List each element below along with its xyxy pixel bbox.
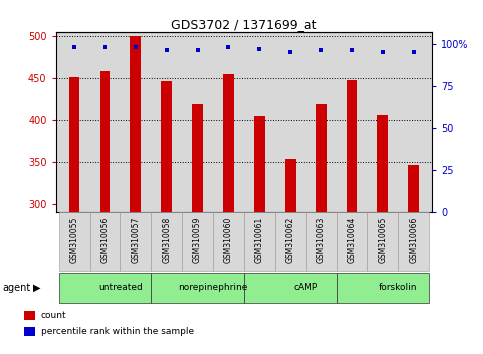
Point xyxy=(348,47,356,53)
Bar xyxy=(244,212,275,271)
Point xyxy=(410,49,418,55)
Text: forskolin: forskolin xyxy=(379,283,418,292)
Point xyxy=(163,47,170,53)
Bar xyxy=(161,81,172,212)
Title: GDS3702 / 1371699_at: GDS3702 / 1371699_at xyxy=(171,18,317,31)
Bar xyxy=(58,212,89,271)
Bar xyxy=(223,74,234,212)
Point xyxy=(101,44,109,50)
Text: GSM310066: GSM310066 xyxy=(409,217,418,263)
Bar xyxy=(24,311,35,320)
Text: GSM310058: GSM310058 xyxy=(162,217,171,263)
Bar xyxy=(337,212,368,271)
Point xyxy=(70,44,78,50)
Text: GSM310063: GSM310063 xyxy=(317,217,326,263)
Text: GSM310062: GSM310062 xyxy=(286,217,295,263)
Bar xyxy=(58,273,151,303)
Text: agent: agent xyxy=(2,282,30,293)
Bar xyxy=(337,273,429,303)
Text: GSM310061: GSM310061 xyxy=(255,217,264,263)
Text: GSM310056: GSM310056 xyxy=(100,217,110,263)
Bar xyxy=(213,212,244,271)
Text: cAMP: cAMP xyxy=(294,283,318,292)
Bar xyxy=(408,165,419,212)
Bar xyxy=(306,212,337,271)
Text: GSM310055: GSM310055 xyxy=(70,217,79,263)
Text: percentile rank within the sample: percentile rank within the sample xyxy=(41,327,194,336)
Bar xyxy=(316,104,327,212)
Bar xyxy=(89,212,120,271)
Text: GSM310057: GSM310057 xyxy=(131,217,141,263)
Text: GSM310059: GSM310059 xyxy=(193,217,202,263)
Point xyxy=(194,47,201,53)
Bar xyxy=(130,36,141,212)
Bar xyxy=(120,212,151,271)
Bar xyxy=(244,273,337,303)
Text: GSM310060: GSM310060 xyxy=(224,217,233,263)
Bar xyxy=(378,115,388,212)
Text: norepinephrine: norepinephrine xyxy=(178,283,248,292)
Point xyxy=(379,49,387,55)
Text: untreated: untreated xyxy=(98,283,143,292)
Point xyxy=(225,44,232,50)
Bar xyxy=(398,212,429,271)
Bar xyxy=(285,159,296,212)
Text: GSM310065: GSM310065 xyxy=(378,217,387,263)
Bar xyxy=(275,212,306,271)
Bar xyxy=(69,77,80,212)
Bar xyxy=(24,327,35,336)
Text: ▶: ▶ xyxy=(33,282,41,293)
Bar xyxy=(192,104,203,212)
Bar xyxy=(151,273,244,303)
Bar xyxy=(347,80,357,212)
Point xyxy=(317,47,325,53)
Text: GSM310064: GSM310064 xyxy=(347,217,356,263)
Text: count: count xyxy=(41,311,66,320)
Point xyxy=(256,46,263,52)
Bar xyxy=(368,212,398,271)
Point xyxy=(132,44,140,50)
Bar xyxy=(254,116,265,212)
Bar xyxy=(151,212,182,271)
Bar xyxy=(99,71,110,212)
Point xyxy=(286,49,294,55)
Bar xyxy=(182,212,213,271)
